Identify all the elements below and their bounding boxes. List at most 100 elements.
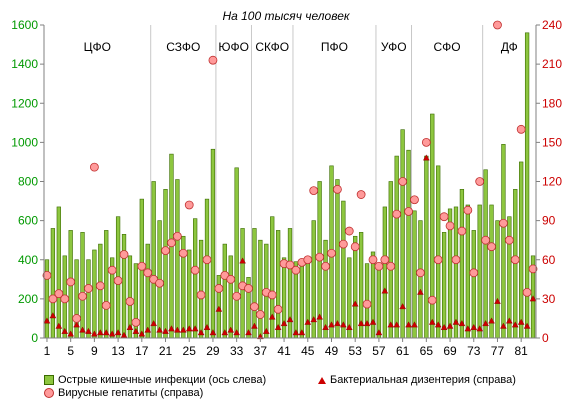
bar xyxy=(323,239,328,339)
bar xyxy=(228,255,233,339)
dot-point xyxy=(416,268,425,278)
left-tick-label: 1400 xyxy=(11,57,38,71)
dot-point xyxy=(143,268,153,278)
left-tick-label: 1600 xyxy=(11,18,38,32)
bar xyxy=(151,181,156,339)
triangle-point xyxy=(405,321,412,328)
triangle-point xyxy=(280,320,288,327)
bar xyxy=(133,263,139,339)
triangle-point xyxy=(304,318,312,325)
triangle-point xyxy=(274,323,282,330)
triangle-point xyxy=(85,327,92,334)
dot-point xyxy=(309,186,319,196)
bar xyxy=(424,155,429,339)
dot-point xyxy=(303,255,313,265)
dot-point xyxy=(427,295,437,305)
right-tick-label: 150 xyxy=(542,135,562,149)
triangle-point xyxy=(239,257,246,264)
bar xyxy=(376,263,382,339)
triangle-point xyxy=(55,322,63,329)
x-tick-label: 29 xyxy=(206,344,220,358)
dot-point xyxy=(60,294,70,304)
left-tick-label: 800 xyxy=(18,175,38,189)
triangle-point xyxy=(369,318,377,325)
dot-point xyxy=(528,264,538,274)
legend-item-triangles: Бактериальная дизентерия (справа) xyxy=(318,374,516,386)
dot-point xyxy=(267,290,277,300)
bar xyxy=(80,232,85,339)
triangle-point xyxy=(417,288,424,295)
bar xyxy=(483,169,488,339)
triangle-point xyxy=(174,326,181,333)
dot-point xyxy=(48,294,58,304)
dot-point xyxy=(481,235,491,245)
dot-point xyxy=(333,184,342,194)
dot-point xyxy=(161,246,170,256)
x-tick-label: 61 xyxy=(396,344,410,358)
x-tick-label: 5 xyxy=(67,344,74,358)
triangle-point xyxy=(387,321,395,328)
triangle-point xyxy=(322,323,329,330)
left-axis-ticks: 0 200 400 600 800 1000 1200 1400 1600 xyxy=(11,18,44,345)
triangle-point xyxy=(363,320,371,327)
triangle-point xyxy=(440,323,448,330)
triangle-point xyxy=(114,329,122,336)
dot-point xyxy=(516,124,526,134)
dot-point xyxy=(107,265,117,275)
triangle-point xyxy=(262,327,270,334)
bar xyxy=(121,234,127,339)
x-tick-label: 13 xyxy=(111,344,125,358)
triangle-point xyxy=(298,329,306,336)
triangle-point xyxy=(411,321,418,328)
dot-point xyxy=(78,291,87,301)
triangle-point xyxy=(511,321,519,328)
triangle-point xyxy=(464,325,472,332)
dot-point xyxy=(463,205,473,215)
legend-item-dots: Вирусные гепатиты (справа) xyxy=(44,387,203,399)
bar xyxy=(418,220,423,339)
dot-point xyxy=(327,248,336,258)
right-tick-label: 0 xyxy=(542,331,549,345)
legend-label-triangles: Бактериальная дизентерия (справа) xyxy=(330,374,516,386)
x-tick-label: 25 xyxy=(183,344,197,358)
dot-point xyxy=(504,235,514,245)
bar xyxy=(270,216,275,339)
left-tick-label: 1200 xyxy=(11,96,38,110)
triangle-point xyxy=(185,325,193,332)
triangle-point xyxy=(310,316,318,323)
right-tick-label: 240 xyxy=(542,18,562,32)
dot-point xyxy=(356,190,366,199)
dot-series xyxy=(42,20,538,327)
bar xyxy=(335,179,340,339)
dot-point xyxy=(368,255,378,265)
bar xyxy=(382,206,387,339)
dot-point xyxy=(84,284,93,293)
dot-point xyxy=(101,300,111,310)
left-tick-label: 400 xyxy=(18,253,38,267)
x-tick-label: 21 xyxy=(159,344,173,358)
dot-point xyxy=(362,299,372,309)
dot-point xyxy=(421,137,431,147)
triangle-point xyxy=(505,317,513,324)
dot-point xyxy=(469,268,479,278)
bar xyxy=(394,155,399,339)
district-dividers xyxy=(150,25,484,338)
dot-point xyxy=(250,302,259,312)
x-tick-label: 57 xyxy=(372,344,386,358)
district-label: УФО xyxy=(381,40,407,54)
dot-point xyxy=(510,255,520,265)
bar xyxy=(453,206,459,339)
dot-point xyxy=(522,287,532,297)
triangle-point xyxy=(351,300,359,307)
triangle-point xyxy=(126,323,134,330)
bar xyxy=(56,206,61,339)
dot-point xyxy=(344,226,354,236)
triangle-point xyxy=(96,329,104,336)
dot-point xyxy=(439,212,449,222)
triangle-point xyxy=(393,321,401,328)
dot-point xyxy=(285,260,295,270)
bar xyxy=(471,230,476,339)
triangle-point xyxy=(476,325,484,332)
triangle-point xyxy=(168,325,175,332)
